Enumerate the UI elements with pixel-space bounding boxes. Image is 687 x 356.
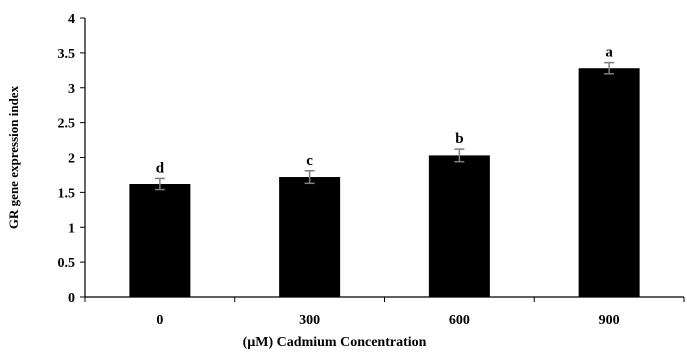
y-axis-title: GR gene expression index — [6, 85, 21, 229]
x-tick-label: 600 — [449, 313, 470, 328]
bar — [129, 184, 191, 297]
y-tick-label: 2 — [68, 152, 75, 167]
significance-labels: d c b a — [156, 45, 614, 177]
significance-label: b — [455, 131, 463, 147]
significance-label: d — [156, 160, 165, 176]
bar — [279, 177, 341, 297]
bar — [578, 68, 640, 297]
y-tick-label: 0.5 — [58, 256, 76, 271]
y-tick-label: 4 — [68, 12, 75, 27]
y-tick-label: 3 — [68, 82, 75, 97]
x-tick-label: 0 — [156, 313, 163, 328]
y-tick-label: 1.5 — [58, 186, 76, 201]
y-tick-label: 1 — [68, 221, 75, 236]
x-tick-label: 300 — [299, 313, 320, 328]
y-ticks: 0 0.5 1 1.5 2 2.5 3 3.5 4 — [58, 12, 685, 306]
y-tick-label: 3.5 — [58, 47, 76, 62]
x-axis-title: (µM) Cadmium Concentration — [243, 335, 427, 350]
x-categories: 0 300 600 900 — [156, 313, 619, 328]
significance-label: a — [605, 45, 613, 61]
error-bars — [154, 61, 615, 191]
significance-label: c — [306, 153, 313, 169]
x-tick-label: 900 — [599, 313, 620, 328]
y-tick-label: 0 — [68, 291, 75, 306]
bar — [428, 155, 490, 297]
bars — [129, 68, 640, 297]
y-tick-label: 2.5 — [58, 117, 76, 132]
